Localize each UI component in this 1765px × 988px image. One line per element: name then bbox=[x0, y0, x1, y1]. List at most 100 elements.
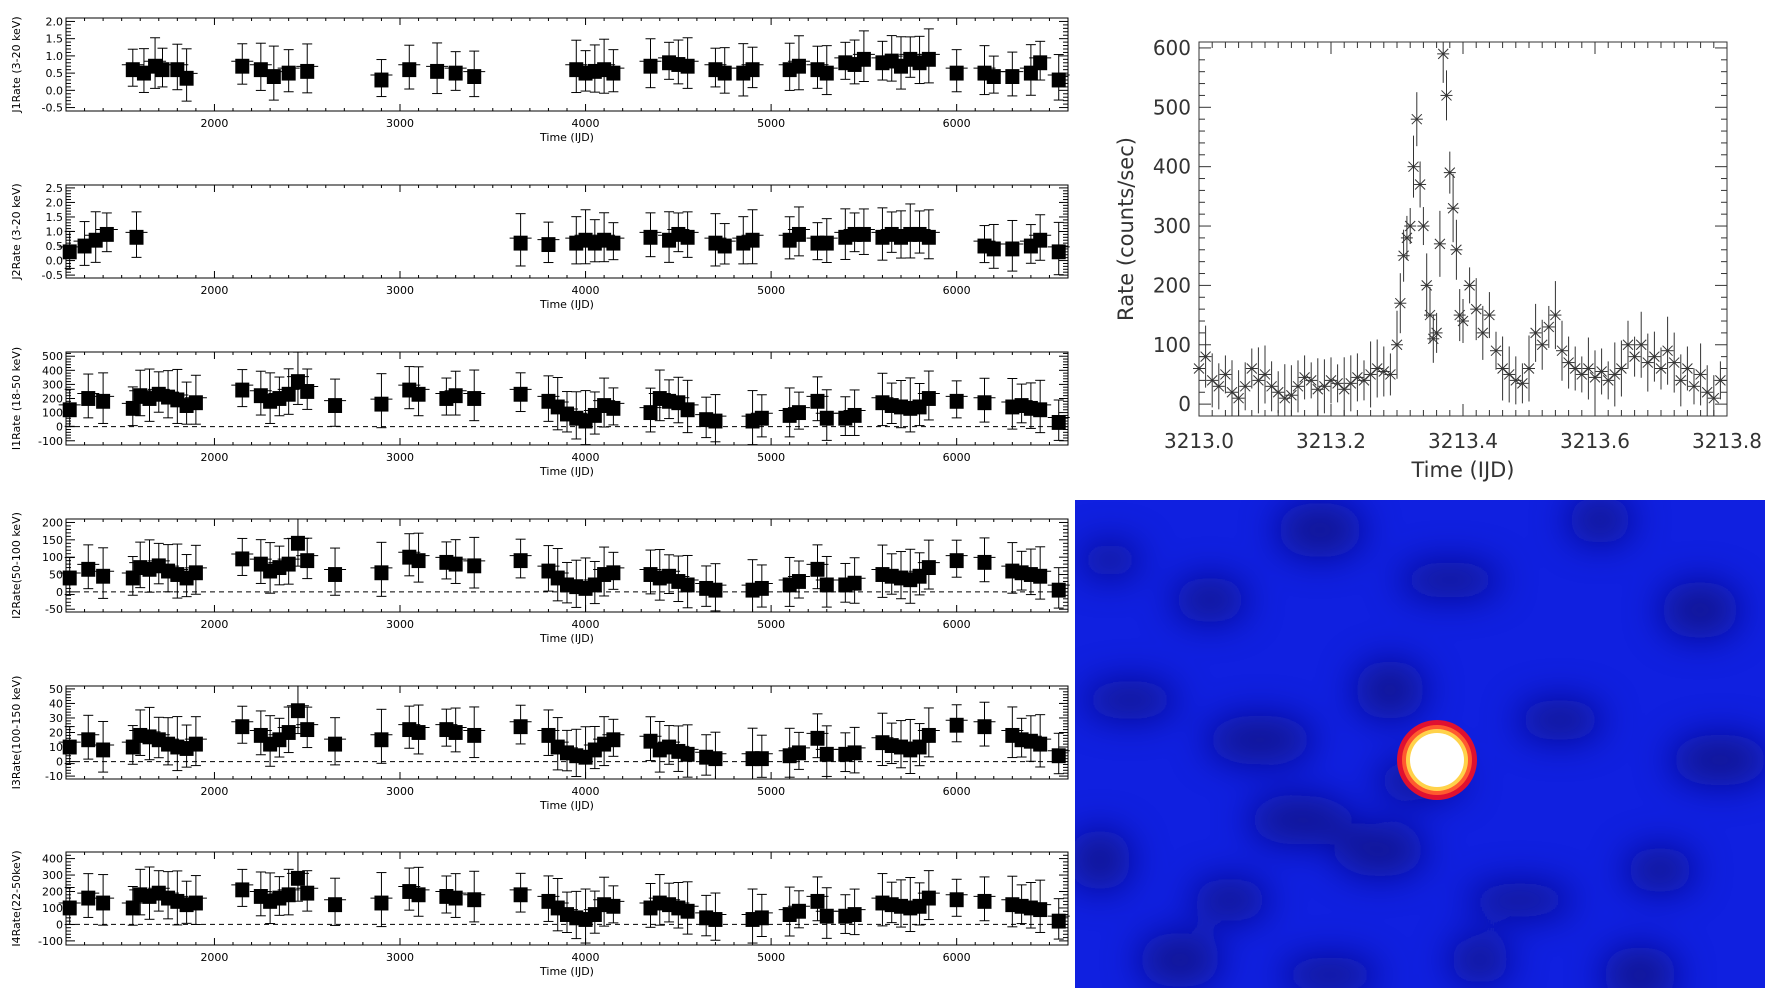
data-point bbox=[151, 47, 174, 88]
x-axis-title: Time (IJD) bbox=[539, 131, 594, 144]
data-point bbox=[741, 209, 764, 265]
data-point bbox=[1622, 320, 1634, 369]
x-tick-label: 6000 bbox=[943, 618, 971, 631]
data-point bbox=[1628, 336, 1641, 377]
data-point bbox=[1516, 363, 1529, 404]
data-point bbox=[1476, 305, 1489, 360]
data-point bbox=[1602, 361, 1615, 400]
y-axis-title: I1Rate (18-50 keV) bbox=[10, 347, 23, 450]
data-point bbox=[787, 391, 810, 430]
data-point bbox=[1523, 335, 1535, 402]
data-point bbox=[296, 43, 319, 94]
data-point bbox=[1701, 365, 1714, 416]
data-point bbox=[917, 539, 940, 590]
data-point bbox=[1447, 174, 1460, 243]
data-point bbox=[1417, 207, 1430, 246]
data-point bbox=[973, 377, 996, 423]
data-point bbox=[1239, 362, 1252, 411]
x-tick-label: 5000 bbox=[757, 951, 785, 964]
data-point bbox=[407, 704, 430, 755]
data-point bbox=[750, 734, 773, 778]
data-point bbox=[277, 49, 300, 93]
y-tick-label: 50 bbox=[49, 569, 63, 582]
data-point bbox=[1569, 346, 1582, 391]
data-point bbox=[1433, 210, 1446, 277]
data-point bbox=[787, 560, 810, 599]
y-tick-label: 0 bbox=[56, 918, 63, 931]
data-point bbox=[815, 218, 838, 263]
data-point bbox=[324, 547, 347, 596]
data-point bbox=[1443, 151, 1456, 194]
dark-blob bbox=[1276, 502, 1364, 558]
data-point bbox=[945, 539, 968, 578]
data-point bbox=[1688, 368, 1700, 405]
data-point bbox=[602, 551, 625, 590]
y-tick-label: 1.0 bbox=[46, 50, 64, 63]
data-point bbox=[84, 211, 107, 263]
data-point bbox=[945, 49, 968, 93]
data-point bbox=[1589, 350, 1601, 405]
data-point bbox=[982, 55, 1005, 94]
data-point bbox=[713, 223, 736, 265]
data-point bbox=[1453, 289, 1466, 342]
data-point bbox=[815, 725, 838, 777]
panel-j2: 2000 3000 4000 5000 6000 -0.50.0 0.51.0 1.5 2.02… bbox=[10, 182, 1070, 311]
y-tick-label: 500 bbox=[1153, 95, 1191, 119]
data-point bbox=[231, 868, 254, 907]
data-point bbox=[806, 544, 829, 590]
data-point bbox=[815, 45, 838, 96]
x-tick-label: 3000 bbox=[386, 117, 414, 130]
panel-i2: 2000 3000 4000 5000 6000 -50 0 50 100 150 200 Time … bbox=[10, 512, 1070, 645]
y-tick-label: 0 bbox=[56, 421, 63, 434]
data-point bbox=[945, 704, 968, 743]
data-point bbox=[1430, 312, 1443, 353]
data-point bbox=[843, 557, 866, 604]
data-point bbox=[444, 370, 467, 416]
data-point bbox=[1457, 299, 1469, 344]
y-tick-label: 300 bbox=[1153, 214, 1191, 238]
data-point bbox=[1391, 310, 1403, 379]
y-tick-label: 2.0 bbox=[46, 15, 64, 28]
y-tick-label: 1.5 bbox=[46, 33, 64, 46]
data-point bbox=[509, 372, 532, 413]
data-point bbox=[843, 726, 866, 774]
data-point bbox=[676, 881, 699, 935]
data-point bbox=[1245, 348, 1258, 389]
data-point bbox=[1226, 360, 1238, 416]
x-tick-label: 3000 bbox=[386, 284, 414, 297]
data-point bbox=[1212, 363, 1225, 410]
data-point bbox=[1414, 161, 1427, 208]
dark-blob bbox=[1399, 561, 1501, 599]
data-point bbox=[676, 379, 699, 434]
data-point bbox=[509, 872, 532, 913]
x-tick-label: 3000 bbox=[386, 951, 414, 964]
data-point bbox=[1427, 314, 1440, 363]
data-point bbox=[676, 211, 699, 258]
data-point bbox=[1272, 371, 1285, 414]
data-point bbox=[296, 706, 319, 749]
data-point bbox=[945, 878, 968, 917]
data-point bbox=[945, 380, 968, 419]
x-axis-title: Time (IJD) bbox=[1410, 458, 1514, 482]
data-point bbox=[750, 394, 773, 438]
data-point bbox=[1047, 567, 1070, 609]
data-point bbox=[1503, 346, 1516, 403]
data-point bbox=[1193, 350, 1205, 387]
panel-lc: 3213.0 3213.2 3213.4 3213.6 3213.8 0 100 200 300… bbox=[1114, 36, 1762, 482]
dark-blob bbox=[1083, 680, 1177, 720]
data-point bbox=[509, 704, 532, 745]
y-tick-label: 500 bbox=[42, 350, 63, 363]
data-point bbox=[1029, 879, 1052, 933]
dark-blob bbox=[1281, 956, 1379, 988]
data-point bbox=[537, 221, 560, 264]
data-point bbox=[92, 874, 115, 926]
data-point bbox=[1047, 399, 1070, 441]
y-tick-label: 0.0 bbox=[46, 84, 64, 97]
y-tick-label: 2.5 bbox=[46, 182, 64, 195]
y-axis-title: I3Rate(100-150 keV) bbox=[10, 676, 23, 790]
data-point bbox=[1047, 221, 1070, 276]
x-tick-label: 5000 bbox=[757, 117, 785, 130]
data-point bbox=[1001, 706, 1024, 759]
data-point bbox=[509, 538, 532, 579]
data-point bbox=[277, 538, 300, 585]
